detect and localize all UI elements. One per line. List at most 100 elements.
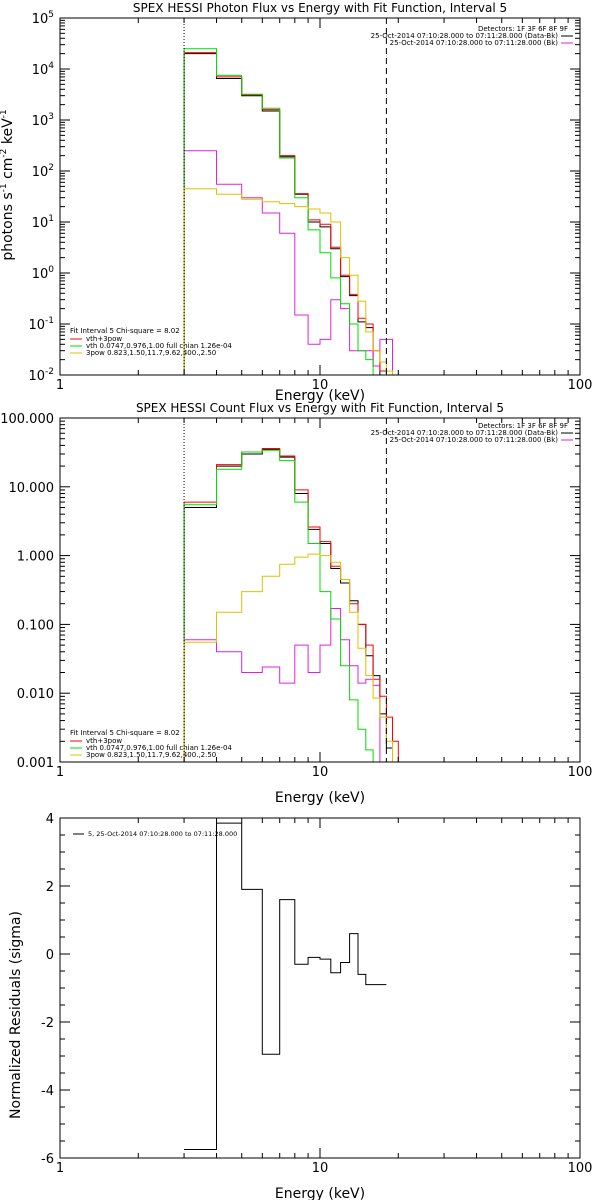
count-flux-y-tick-label: 10.000 <box>9 481 55 496</box>
photon-flux-y-tick-label: 102 <box>32 163 54 180</box>
count-flux-series-3 <box>183 449 419 762</box>
photon-flux-plot-area <box>183 48 419 375</box>
residuals-y-ticks: -6 -4 -2 0 2 4 <box>41 812 580 1167</box>
count-flux-plot-area <box>183 448 419 762</box>
legend-detectors: Detectors: 1F 3F 6F 8F 9F <box>478 25 568 33</box>
legend-fit-interval: Fit Interval 5 Chi-square = 8.02 <box>70 327 180 335</box>
legend-residuals-label: 5, 25-Oct-2014 07:10:28.000 to 07:11:28.… <box>88 830 237 838</box>
legend-vth: vth 0.0747,0.976,1.00 full chian 1.26e-0… <box>86 744 232 752</box>
photon-flux-y-tick-exp: 5 <box>48 10 54 20</box>
residuals-y-tick-label: -4 <box>41 1084 54 1099</box>
photon-flux-y-tick-exp: -2 <box>45 367 54 377</box>
photon-flux-y-tick-base: 10 <box>32 216 49 231</box>
count-flux-title: SPEX HESSI Count Flux vs Energy with Fit… <box>136 401 504 415</box>
photon-flux-x-tick-label: 10 <box>312 378 329 393</box>
count-flux-xlabel: Energy (keV) <box>275 790 365 806</box>
legend-bk: 25-Oct-2014 07:10:28.000 to 07:11:28.000… <box>390 39 559 47</box>
residuals-y-tick-label: -2 <box>41 1016 54 1031</box>
count-flux-x-ticks: 1 10 100 <box>56 418 593 780</box>
residuals-series-0 <box>184 822 387 1150</box>
count-flux-series-0 <box>183 448 419 762</box>
photon-flux-series-3 <box>183 48 419 375</box>
legend-3pow: 3pow 0.823,1.50,11.7,9.62,400.,2.50 <box>86 349 216 357</box>
count-flux-y-tick-label: 100.000 <box>0 412 54 427</box>
photon-flux-axes-frame <box>59 17 581 376</box>
photon-flux-title: SPEX HESSI Photon Flux vs Energy with Fi… <box>133 1 507 15</box>
photon-flux-xlabel: Energy (keV) <box>275 388 365 404</box>
residuals-y-tick-label: -6 <box>41 1152 54 1167</box>
count-flux-series-2 <box>183 448 419 762</box>
photon-flux-y-tick-base: 10 <box>32 114 49 129</box>
residuals-y-tick-label: 2 <box>46 880 54 895</box>
ylabel-part-4: keV <box>0 118 16 149</box>
legend-vth: vth 0.0747,0.976,1.00 full chian 1.26e-0… <box>86 342 232 350</box>
count-flux-legend-bottom: Fit Interval 5 Chi-square = 8.02 vth+3po… <box>70 729 232 759</box>
photon-flux-y-tick-label: 103 <box>32 112 54 129</box>
photon-flux-x-tick-label: 100 <box>568 378 593 393</box>
photon-flux-y-tick-exp: -1 <box>45 316 54 326</box>
photon-flux-y-tick-label: 105 <box>32 10 54 27</box>
legend-detectors: Detectors: 1F 3F 6F 8F 9F <box>478 422 568 430</box>
count-flux-x-tick-label: 1 <box>56 765 64 780</box>
count-flux-y-tick-label: 0.100 <box>17 618 54 633</box>
count-flux-y-tick-label: 1.000 <box>17 550 54 565</box>
residuals-ylabel: Normalized Residuals (sigma) <box>8 911 24 1119</box>
residuals-y-tick-label: 0 <box>46 948 54 963</box>
residuals-y-tick-label: 4 <box>46 812 54 827</box>
photon-flux-y-tick-exp: 3 <box>48 112 54 122</box>
photon-flux-x-tick-label: 1 <box>56 378 64 393</box>
photon-flux-legend-bottom: Fit Interval 5 Chi-square = 8.02 vth+3po… <box>70 327 232 357</box>
photon-flux-y-tick-label: 100 <box>32 265 55 282</box>
photon-flux-series-0 <box>183 53 419 375</box>
residuals-x-tick-label: 10 <box>312 1161 329 1176</box>
residuals-x-tick-label: 1 <box>56 1161 64 1176</box>
count-flux-series-4 <box>183 553 419 762</box>
ylabel-part-1: -1 <box>0 183 9 192</box>
photon-flux-legend-top: Detectors: 1F 3F 6F 8F 9F 25-Oct-2014 07… <box>371 25 573 47</box>
photon-flux-y-tick-base: 10 <box>28 369 45 384</box>
count-flux-x-tick-label: 100 <box>568 765 593 780</box>
count-flux-y-tick-label: 0.010 <box>17 687 54 702</box>
residuals-x-ticks: 1 10 100 <box>56 818 593 1176</box>
legend-data-bk: 25-Oct-2014 07:10:28.000 to 07:11:28.000… <box>371 32 559 40</box>
legend-data-bk: 25-Oct-2014 07:10:28.000 to 07:11:28.000… <box>371 429 559 437</box>
count-flux-y-ticks: 0.001 0.010 0.100 1.000 10.000 100.000 <box>0 412 580 771</box>
count-flux-panel: SPEX HESSI Count Flux vs Energy with Fit… <box>0 401 592 806</box>
count-flux-x-tick-label: 10 <box>312 765 329 780</box>
photon-flux-series-1 <box>183 150 419 375</box>
count-flux-legend-top: Detectors: 1F 3F 6F 8F 9F 25-Oct-2014 07… <box>371 422 573 444</box>
legend-3pow: 3pow 0.823,1.50,11.7,9.62,400.,2.50 <box>86 751 216 759</box>
legend-fit-interval: Fit Interval 5 Chi-square = 8.02 <box>70 729 180 737</box>
residuals-axes-frame <box>59 817 581 1159</box>
photon-flux-panel: SPEX HESSI Photon Flux vs Energy with Fi… <box>0 1 592 404</box>
photon-flux-y-tick-exp: 2 <box>48 163 54 173</box>
ylabel-part-3: -2 <box>0 149 9 158</box>
ylabel-part-5: -1 <box>0 109 9 118</box>
count-flux-y-tick-label: 0.001 <box>17 756 54 771</box>
residuals-x-tick-label: 100 <box>568 1161 593 1176</box>
photon-flux-ylabel: photons s-1 cm-2 keV-1 <box>0 109 16 260</box>
residuals-plot-area <box>184 822 387 1150</box>
photon-flux-y-tick-base: 10 <box>32 63 49 78</box>
residuals-panel: Energy (keV) Normalized Residuals (sigma… <box>8 812 592 1200</box>
photon-flux-y-tick-label: 10-1 <box>28 316 54 333</box>
ylabel-part-2: cm <box>0 158 16 184</box>
photon-flux-y-tick-label: 101 <box>32 214 54 231</box>
photon-flux-y-tick-base: 10 <box>32 165 49 180</box>
photon-flux-y-tick-exp: 4 <box>48 61 54 71</box>
photon-flux-x-ticks: 1 10 100 <box>56 18 593 393</box>
residuals-legend: 5, 25-Oct-2014 07:10:28.000 to 07:11:28.… <box>73 830 237 838</box>
photon-flux-y-tick-base: 10 <box>32 267 49 282</box>
photon-flux-y-tick-base: 10 <box>28 318 45 333</box>
count-flux-series-1 <box>183 608 419 762</box>
legend-bk: 25-Oct-2014 07:10:28.000 to 07:11:28.000… <box>390 436 559 444</box>
photon-flux-y-tick-exp: 1 <box>48 214 54 224</box>
photon-flux-y-tick-base: 10 <box>32 12 49 27</box>
photon-flux-y-tick-exp: 0 <box>48 265 54 275</box>
legend-vth3pow: vth+3pow <box>86 737 122 745</box>
photon-flux-y-tick-label: 10-2 <box>28 367 54 384</box>
residuals-xlabel: Energy (keV) <box>275 1186 365 1200</box>
legend-vth3pow: vth+3pow <box>86 335 122 343</box>
